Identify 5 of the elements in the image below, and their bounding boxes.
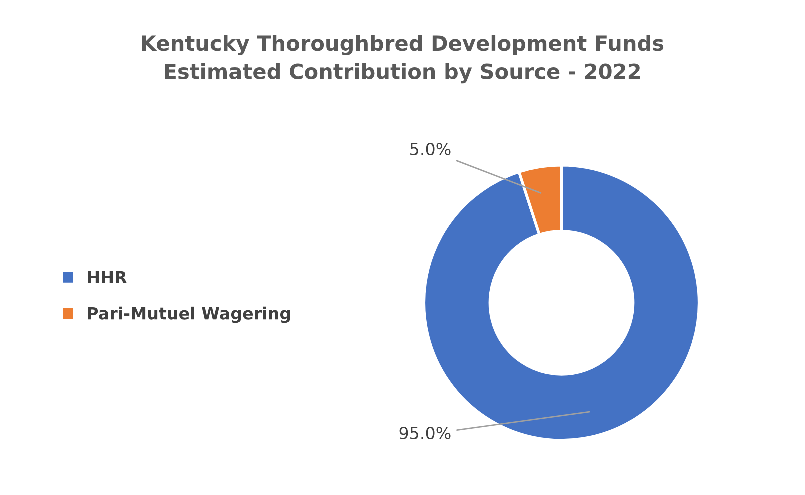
data-label: 95.0% <box>400 426 451 440</box>
data-label: 5.0% <box>410 142 451 156</box>
legend-label: HHR <box>88 271 128 284</box>
chart-title: Kentucky Thoroughbred Development Funds Estimated Contribution by Source - 2022 <box>142 35 664 84</box>
legend-label: Pari-Mutuel Wagering <box>88 306 290 324</box>
